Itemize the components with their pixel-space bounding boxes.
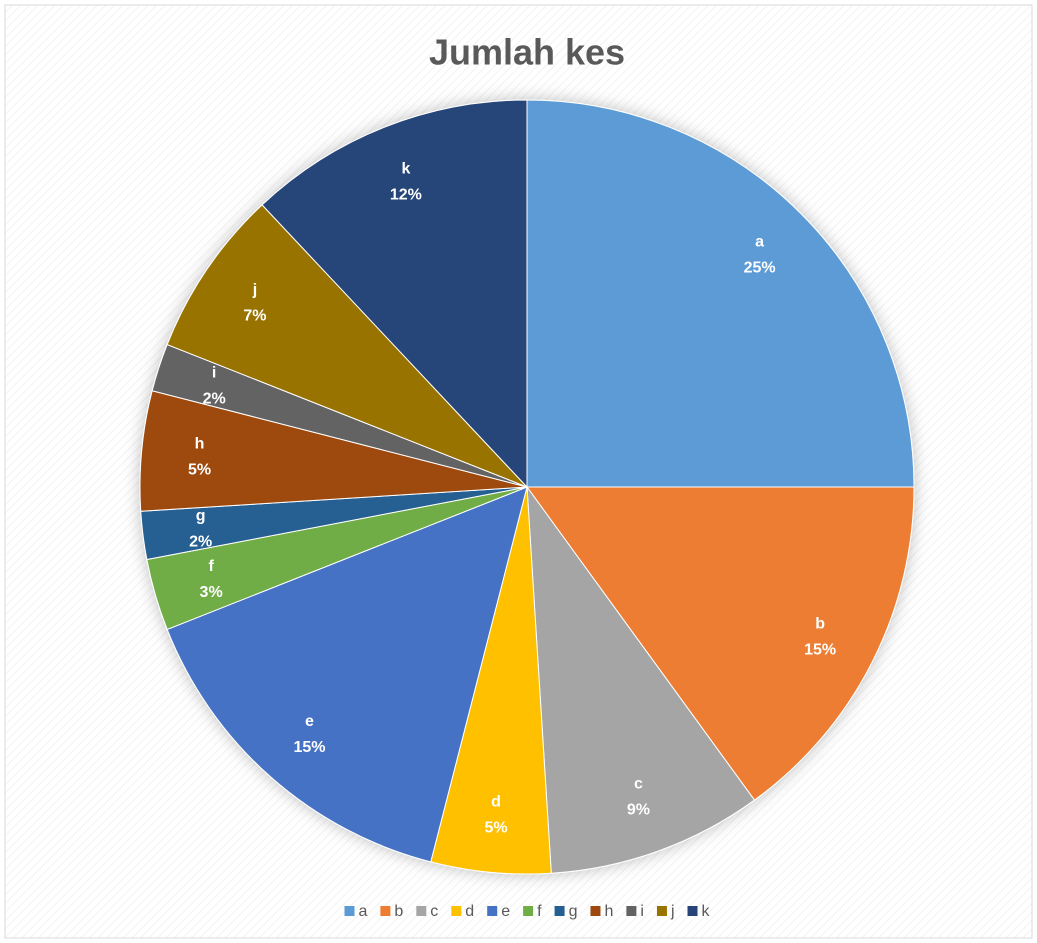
slice-category: a [755, 234, 764, 251]
slice-value: 3% [200, 584, 223, 601]
slice-category: i [212, 365, 216, 382]
slice-value: 9% [627, 802, 650, 819]
slice-value: 15% [804, 642, 836, 659]
pie-slice [526, 99, 915, 488]
slice-category: f [208, 558, 214, 575]
slice-category: c [634, 776, 643, 793]
legend-swatch [416, 906, 427, 916]
legend-swatch [687, 906, 698, 916]
chart-title: Jumlah kes [429, 32, 625, 73]
pie-slice [526, 486, 915, 801]
slice-value: 25% [744, 260, 776, 277]
legend-item: j [656, 903, 675, 920]
legend-label: e [501, 903, 510, 920]
legend-label: f [537, 903, 542, 920]
legend-label: a [358, 903, 367, 920]
pie-slice [166, 486, 528, 863]
legend-label: j [670, 903, 675, 920]
legend-swatch [487, 906, 498, 916]
legend-label: d [465, 903, 474, 920]
legend-item: e [487, 903, 510, 920]
slice-value: 2% [189, 533, 212, 550]
slice-value: 5% [484, 820, 507, 837]
legend-label: k [702, 903, 711, 920]
legend-label: b [394, 903, 403, 920]
pie-slice [166, 204, 528, 488]
legend-label: c [430, 903, 438, 920]
labels: a 25% b 15% c 9% d 5% e 15% f 3% g 2% h 5% i 2% j 7% k 12% [188, 160, 836, 836]
slice-value: 7% [243, 307, 266, 324]
legend-swatch [626, 906, 637, 916]
slice-category: h [195, 435, 205, 452]
legend-item: d [451, 903, 474, 920]
pie-slice [261, 99, 528, 489]
slice-value: 15% [293, 739, 325, 756]
legend-swatch [344, 906, 355, 916]
legend: a b c d e f g h i j k [344, 903, 711, 920]
legend-item: h [590, 903, 613, 920]
legend-swatch [590, 906, 601, 916]
slice-category: k [401, 160, 410, 177]
slice-category: e [305, 713, 314, 730]
slice-category: g [196, 507, 206, 524]
legend-item: f [523, 903, 542, 920]
legend-swatch [380, 906, 391, 916]
slice-category: d [491, 794, 501, 811]
legend-item: i [626, 903, 644, 920]
slice-value: 12% [390, 186, 422, 203]
legend-swatch [451, 906, 462, 916]
legend-item: b [380, 903, 403, 920]
slice-value: 5% [188, 461, 211, 478]
legend-item: c [416, 903, 438, 920]
pie-slice [526, 485, 756, 874]
legend-item: a [344, 903, 367, 920]
legend-swatch [656, 906, 667, 916]
pie [139, 99, 915, 875]
legend-item: g [554, 903, 578, 920]
legend-item: k [687, 903, 711, 920]
slice-value: 2% [203, 391, 226, 408]
slice-category: b [815, 616, 825, 633]
legend-swatch [523, 906, 534, 916]
legend-label: h [604, 903, 613, 920]
legend-label: i [640, 903, 644, 920]
legend-swatch [554, 906, 565, 916]
legend-label: g [569, 903, 578, 920]
slice-category: j [252, 281, 257, 298]
